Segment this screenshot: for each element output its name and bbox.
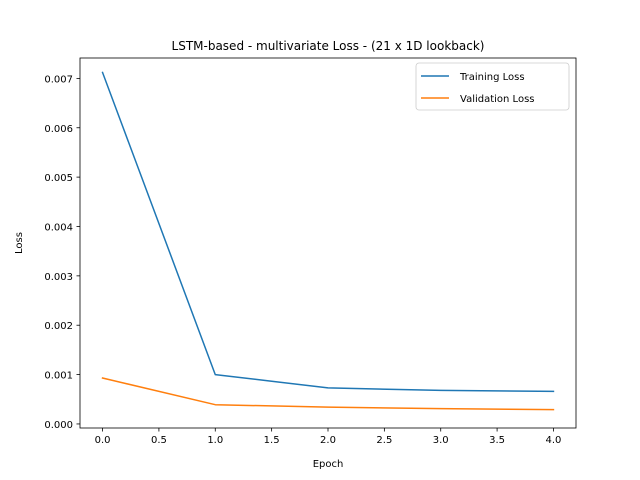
series-line-validation-loss (101, 377, 555, 411)
legend-label: Validation Loss (460, 94, 535, 105)
x-tick-label: 4.0 (546, 435, 562, 446)
x-tick-label: 3.0 (433, 435, 449, 446)
x-tick-label: 2.0 (320, 435, 336, 446)
y-tick-label: 0.002 (44, 321, 73, 332)
y-tick-label: 0.005 (44, 173, 73, 184)
x-tick-label: 3.5 (489, 435, 505, 446)
y-tick-label: 0.004 (44, 222, 73, 233)
chart-title: LSTM-based - multivariate Loss - (21 x 1… (172, 39, 485, 53)
x-tick-label: 1.5 (264, 435, 280, 446)
y-tick-label: 0.003 (44, 272, 73, 283)
x-tick-label: 2.5 (376, 435, 392, 446)
plot-area (101, 71, 555, 411)
legend-box (415, 62, 570, 111)
x-axis-label: Epoch (313, 459, 344, 470)
x-tick-label: 1.0 (207, 435, 223, 446)
legend: Training Loss Validation Loss (415, 62, 570, 111)
y-tick-label: 0.001 (44, 371, 73, 382)
series-line-training-loss (101, 71, 555, 393)
x-axis: 0.0 0.5 1.0 1.5 2.0 2.5 3.0 3.5 4.0 (95, 428, 562, 446)
x-tick-label: 0.5 (151, 435, 167, 446)
y-tick-label: 0.007 (44, 74, 73, 85)
x-tick-label: 0.0 (95, 435, 111, 446)
y-tick-label: 0.006 (44, 124, 73, 135)
legend-label: Training Loss (459, 72, 525, 83)
y-tick-label: 0.000 (44, 420, 73, 431)
y-axis: 0.000 0.001 0.002 0.003 0.004 0.005 0.006 0.007 (44, 74, 80, 431)
y-axis-label: Loss (14, 232, 25, 254)
